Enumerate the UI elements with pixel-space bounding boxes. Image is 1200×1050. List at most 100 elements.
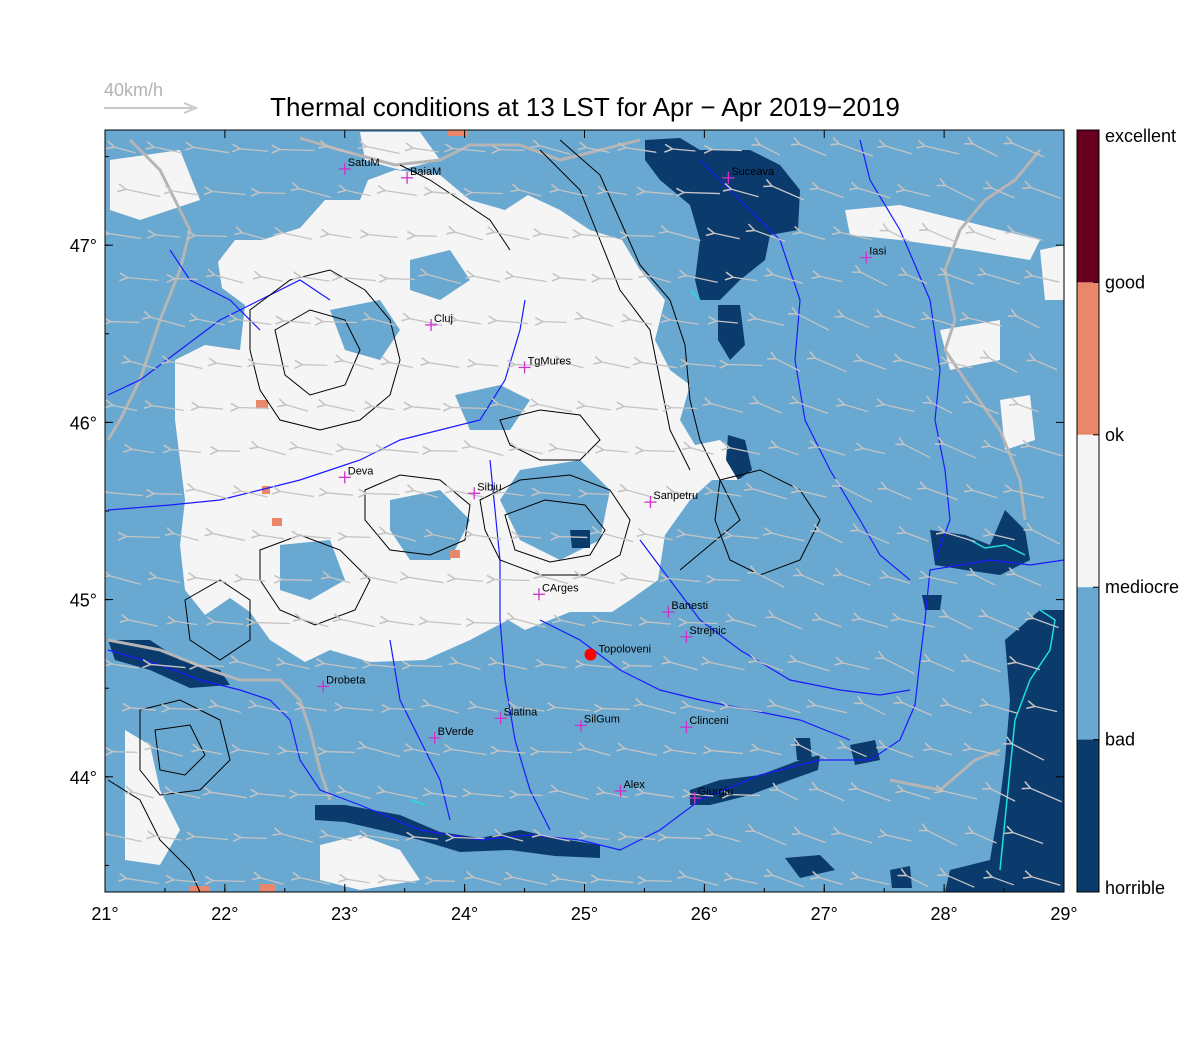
wind-arrow — [647, 276, 672, 283]
wind-arrow — [154, 494, 183, 495]
wind-arrow — [585, 406, 612, 411]
wind-arrow — [643, 451, 676, 452]
east-mediocre-patch-3 — [1040, 245, 1064, 300]
ialomita-river — [639, 539, 911, 696]
wind-arrow — [540, 493, 571, 496]
city-marker-cluj: Cluj — [425, 313, 453, 331]
siret-river — [699, 159, 911, 581]
wind-arrow — [641, 362, 677, 369]
wind-arrow — [240, 149, 269, 152]
wind-arrow — [773, 275, 804, 285]
wind-arrow — [644, 793, 675, 798]
wind-arrow — [883, 316, 916, 329]
wind-arrow — [819, 877, 844, 886]
wind-arrow — [600, 621, 632, 627]
wind-arrow — [728, 706, 762, 713]
wind-arrow — [256, 706, 288, 713]
wind-arrow — [303, 707, 327, 712]
country-borders — [106, 136, 1042, 801]
wind-arrow — [198, 666, 225, 667]
wind-arrow — [326, 752, 355, 753]
city-marker-satum: SatuM — [338, 157, 380, 175]
wind-arrow — [1014, 232, 1043, 241]
wind-arrow — [175, 279, 198, 280]
wind-arrow — [888, 577, 911, 584]
wind-arrow — [542, 576, 569, 585]
wind-arrow — [153, 748, 184, 757]
x-tick-label: 27° — [811, 904, 838, 924]
wind-arrow — [907, 275, 928, 284]
wind-arrow — [300, 878, 331, 885]
wind-arrow — [128, 278, 159, 281]
wind-arrow — [713, 492, 742, 497]
wind-arrow — [429, 363, 460, 368]
wind-arrow — [517, 448, 543, 455]
wind-arrow — [646, 881, 673, 882]
wind-arrow — [328, 835, 353, 842]
wind-arrow — [471, 794, 504, 797]
city-marker-suceava: Suceava — [722, 166, 775, 184]
wind-arrow — [860, 619, 889, 628]
wind-arrow — [193, 147, 229, 154]
wind-arrow — [476, 707, 498, 712]
wind-arrow — [821, 619, 842, 628]
legend: excellent good ok mediocre bad horrible — [1076, 126, 1179, 898]
city-marker-baiam: BaiaM — [401, 166, 441, 184]
wind-arrow — [733, 277, 757, 282]
legend-swatch — [1077, 130, 1099, 283]
wind-arrow — [712, 150, 743, 151]
wind-arrow — [1029, 446, 1063, 457]
coastline — [409, 289, 1056, 871]
wind-arrow — [732, 878, 758, 885]
wind-arrow — [108, 834, 143, 843]
wind-arrow — [861, 272, 888, 287]
wind-arrow — [132, 449, 155, 454]
wind-arrow — [625, 749, 658, 757]
x-tick-label: 29° — [1050, 904, 1077, 924]
wind-arrow — [558, 190, 588, 197]
wind-arrow — [340, 277, 376, 280]
city-marker-silgum: SilGum — [574, 713, 620, 732]
wind-arrow — [561, 620, 586, 627]
wind-arrow — [173, 534, 199, 542]
wind-arrow — [370, 319, 396, 327]
wind-arrow — [302, 619, 329, 628]
wind-arrow — [344, 449, 372, 454]
wind-arrow — [501, 835, 524, 842]
wind-arrow — [451, 407, 488, 408]
wind-arrow — [346, 190, 371, 197]
ok-patches — [190, 130, 468, 892]
wind-arrow — [755, 230, 786, 243]
wind-arrow — [732, 536, 759, 538]
wind-arrow — [284, 663, 310, 670]
wind-arrow — [627, 837, 656, 840]
wind-arrow — [258, 794, 287, 797]
wind-arrow — [946, 274, 974, 285]
wind-arrow — [323, 321, 358, 322]
legend-swatch — [1077, 587, 1099, 740]
wind-arrow — [711, 404, 744, 414]
wind-arrow — [512, 877, 548, 886]
wind-arrow — [974, 833, 997, 844]
wind-arrow — [628, 578, 654, 583]
wind-arrow — [325, 405, 355, 412]
wind-arrow — [343, 361, 374, 370]
wind-arrow — [672, 750, 697, 755]
wind-arrow — [1035, 360, 1058, 371]
wind-arrow — [431, 793, 457, 798]
wind-arrow — [885, 747, 914, 758]
city-marker-alex: Alex — [614, 779, 645, 797]
wind-arrow — [1032, 877, 1061, 886]
x-tick-label: 23° — [331, 904, 358, 924]
wind-arrow — [281, 834, 314, 844]
wind-arrow — [500, 150, 525, 151]
wind-arrow — [670, 662, 699, 671]
city-marker-drobeta: Drobeta — [317, 674, 366, 693]
wind-arrow — [599, 879, 634, 882]
wind-arrow — [111, 322, 140, 323]
wind-arrow — [284, 321, 311, 323]
wind-arrow — [386, 880, 416, 883]
wind-arrow — [366, 146, 400, 155]
wind-arrow — [887, 489, 912, 500]
wind-arrow — [433, 535, 456, 541]
